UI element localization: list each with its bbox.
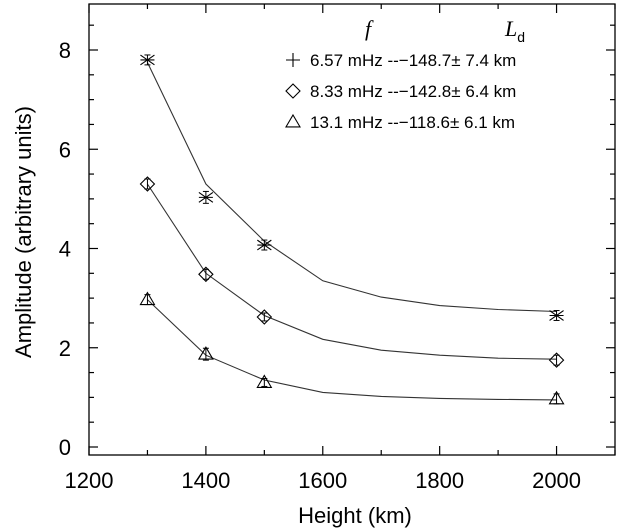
data-point: [140, 54, 155, 66]
data-point: [548, 352, 565, 368]
y-tick-label: 8: [59, 38, 71, 63]
marker-plus: [140, 54, 155, 66]
legend-header-f: f: [365, 16, 374, 41]
y-tick-label: 4: [59, 237, 71, 262]
data-point: [197, 346, 214, 361]
plot-frame: [88, 3, 616, 456]
x-tick-label: 1800: [415, 468, 464, 493]
marker-diamond: [548, 352, 565, 368]
marker-triangle: [139, 291, 156, 306]
legend-header-ld: Ld: [504, 16, 525, 45]
marker-triangle: [197, 346, 214, 360]
y-tick-label: 0: [59, 435, 71, 460]
legend-row: 13.1 mHz --−118.6± 6.1 km: [285, 113, 515, 132]
data-point: [139, 291, 156, 306]
legend-row: 6.57 mHz --−148.7± 7.4 km: [286, 51, 516, 70]
legend-marker-plus: [286, 53, 300, 67]
data-markers: [139, 54, 565, 405]
fit-line-2: [146, 183, 557, 360]
x-tick-label: 2000: [532, 468, 581, 493]
marker-plus: [198, 192, 214, 203]
data-point: [198, 266, 214, 283]
data-point: [257, 239, 272, 251]
y-tick-label: 2: [59, 336, 71, 361]
y-axis-title: Amplitude (arbitrary units): [11, 106, 36, 358]
x-axis-title: Height (km): [298, 503, 412, 528]
marker-triangle: [548, 390, 565, 405]
marker-diamond: [256, 309, 273, 325]
x-tick-label: 1400: [181, 468, 230, 493]
legend: f Ld 6.57 mHz --−148.7± 7.4 km 8.33 mHz -…: [285, 16, 525, 132]
data-point: [198, 190, 214, 204]
axis-tick-labels: 1200 1400 1600 1800 2000 0 2 4 6 8: [59, 38, 581, 493]
legend-label: 6.57 mHz --−148.7± 7.4 km: [310, 51, 516, 70]
legend-header-ld-subscript: d: [517, 29, 525, 45]
marker-diamond: [198, 266, 214, 283]
marker-plus: [549, 310, 564, 321]
marker-triangle: [256, 374, 273, 388]
fit-line-1: [146, 62, 557, 313]
fit-lines: [146, 62, 557, 401]
legend-row: 8.33 mHz --−142.8± 6.4 km: [285, 82, 516, 101]
x-tick-label: 1200: [65, 468, 114, 493]
data-point: [256, 374, 273, 388]
legend-marker-diamond: [285, 83, 301, 99]
legend-rows: 6.57 mHz --−148.7± 7.4 km 8.33 mHz --−142…: [285, 51, 516, 132]
data-point: [549, 310, 564, 321]
x-tick-label: 1600: [298, 468, 347, 493]
data-point: [548, 390, 565, 405]
axis-ticks: [88, 4, 616, 455]
legend-label: 8.33 mHz --−142.8± 6.4 km: [310, 82, 516, 101]
data-point: [139, 176, 156, 192]
legend-marker-triangle: [285, 113, 301, 128]
marker-diamond: [139, 176, 156, 192]
y-tick-label: 6: [59, 137, 71, 162]
legend-label: 13.1 mHz --−118.6± 6.1 km: [310, 113, 515, 132]
data-point: [256, 309, 273, 325]
marker-plus: [257, 239, 272, 251]
fit-line-3: [147, 299, 557, 401]
